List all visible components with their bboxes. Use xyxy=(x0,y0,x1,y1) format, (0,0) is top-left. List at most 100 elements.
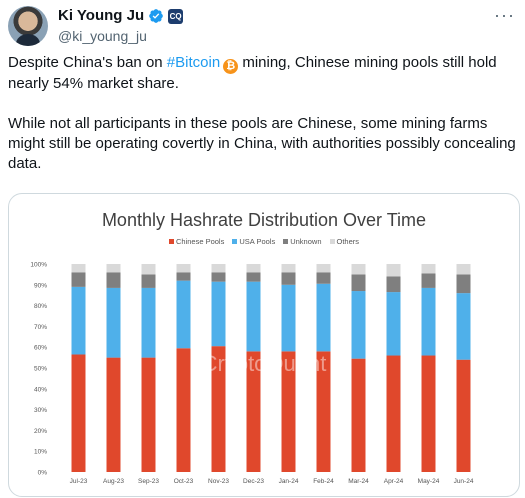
verified-badge-icon xyxy=(149,9,163,23)
y-tick-label: 80% xyxy=(34,303,47,310)
bar-segment xyxy=(281,351,296,472)
bar-segment xyxy=(211,272,226,282)
y-tick-label: 40% xyxy=(34,386,47,393)
bar-segment xyxy=(386,264,401,277)
legend-item: Unknown xyxy=(283,237,322,246)
tweet-text-part: mining, Chinese mining pools still hold … xyxy=(8,54,497,92)
x-tick-label: Jun-24 xyxy=(454,478,474,485)
legend-label: Unknown xyxy=(290,237,322,246)
bar-segment xyxy=(386,292,401,356)
x-tick-label: Apr-24 xyxy=(384,478,404,485)
bar-segment xyxy=(421,264,436,274)
bar-segment xyxy=(421,355,436,472)
bitcoin-hashtag-link[interactable]: #Bitcoin xyxy=(166,54,221,71)
bar-segment xyxy=(456,274,471,294)
tweet-paragraph-2: While not all participants in these pool… xyxy=(8,115,516,172)
bar-segment xyxy=(176,348,191,472)
bar-segment xyxy=(456,293,471,360)
y-tick-label: 70% xyxy=(34,324,47,331)
x-tick-label: May-24 xyxy=(418,478,440,485)
bar-segment xyxy=(71,286,86,355)
x-tick-label: Jan-24 xyxy=(279,478,299,485)
x-tick-label: Feb-24 xyxy=(313,478,334,485)
y-tick-label: 100% xyxy=(30,262,47,269)
display-name[interactable]: Ki Young Ju xyxy=(58,7,145,24)
y-tick-label: 30% xyxy=(34,407,47,414)
bar-segment xyxy=(106,287,121,358)
bar-segment xyxy=(316,351,331,472)
y-tick-label: 0% xyxy=(38,470,48,477)
avatar[interactable] xyxy=(8,6,48,46)
bar-segment xyxy=(316,283,331,352)
bar-segment xyxy=(316,264,331,273)
bar-segment xyxy=(176,264,191,273)
bar-segment xyxy=(176,272,191,281)
bar-segment xyxy=(246,351,261,472)
legend-label: USA Pools xyxy=(239,237,276,246)
bar-segment xyxy=(211,346,226,472)
tweet-text-part: Despite China's ban on xyxy=(8,54,167,71)
bar-segment xyxy=(106,264,121,273)
bar-segment xyxy=(106,357,121,472)
bar-segment xyxy=(281,264,296,273)
bar-segment xyxy=(281,272,296,285)
bar-segment xyxy=(456,264,471,275)
x-tick-label: Jul-23 xyxy=(70,478,88,485)
y-tick-label: 90% xyxy=(34,282,47,289)
affiliation-badge[interactable]: CQ xyxy=(168,8,184,24)
bar-segment xyxy=(176,280,191,349)
tweet-header: Ki Young Ju CQ @ki_young_ju ··· xyxy=(8,6,517,46)
chart-title: Monthly Hashrate Distribution Over Time xyxy=(101,210,427,230)
legend-item: Others xyxy=(329,237,360,246)
legend-item: USA Pools xyxy=(232,237,275,246)
bar-segment xyxy=(211,264,226,273)
bar-segment xyxy=(71,272,86,287)
bar-segment xyxy=(456,359,471,472)
legend-swatch xyxy=(232,239,238,244)
chart-image[interactable]: Monthly Hashrate Distribution Over Time … xyxy=(8,193,520,497)
bar-segment xyxy=(141,287,156,358)
bar-segment xyxy=(71,354,86,472)
more-options-icon[interactable]: ··· xyxy=(494,5,515,25)
x-tick-label: Aug-23 xyxy=(103,478,124,485)
x-tick-label: Dec-23 xyxy=(243,478,264,485)
x-tick-label: Sep-23 xyxy=(138,478,159,485)
x-tick-label: Mar-24 xyxy=(348,478,369,485)
tweet-text: Despite China's ban on #Bitcoin ₿ mining,… xyxy=(8,53,518,194)
y-tick-label: 20% xyxy=(34,428,47,435)
bar-segment xyxy=(351,358,366,472)
legend-swatch xyxy=(329,239,335,244)
y-tick-label: 60% xyxy=(34,345,47,352)
bar-segment xyxy=(71,264,86,273)
bar-segment xyxy=(246,281,261,352)
bar-segment xyxy=(211,281,226,347)
user-handle[interactable]: @ki_young_ju xyxy=(58,28,147,44)
bar-segment xyxy=(106,272,121,288)
legend-label: Others xyxy=(336,237,360,246)
legend-swatch xyxy=(168,239,174,244)
bar-segment xyxy=(246,264,261,273)
bitcoin-icon: ₿ xyxy=(223,59,239,74)
legend-item: Chinese Pools xyxy=(168,237,225,246)
bar-segment xyxy=(351,291,366,359)
y-tick-label: 10% xyxy=(34,449,47,456)
bar-segment xyxy=(141,264,156,275)
bar-segment xyxy=(421,287,436,356)
bar-segment xyxy=(141,357,156,472)
bar-segment xyxy=(351,264,366,275)
bar-segment xyxy=(386,355,401,472)
chart-svg: 0% 10% 20% 30% 40% 50% 60% 70% 80% 90% 100% Jul-23 A… xyxy=(30,262,474,486)
x-tick-label: Nov-23 xyxy=(208,478,229,485)
chart-legend: Chinese Pools USA Pools Unknown Others xyxy=(9,237,519,246)
name-row: Ki Young Ju CQ xyxy=(58,7,184,25)
bar-segment xyxy=(316,272,331,284)
bar-segment xyxy=(281,284,296,352)
x-tick-label: Oct-23 xyxy=(174,478,194,485)
bar-segment xyxy=(386,276,401,293)
bar-segment xyxy=(246,272,261,282)
bar-segment xyxy=(421,273,436,288)
legend-label: Chinese Pools xyxy=(175,237,225,246)
y-tick-label: 50% xyxy=(34,366,47,373)
watermark: CryptoQuant xyxy=(202,351,327,376)
bar-segment xyxy=(141,274,156,288)
